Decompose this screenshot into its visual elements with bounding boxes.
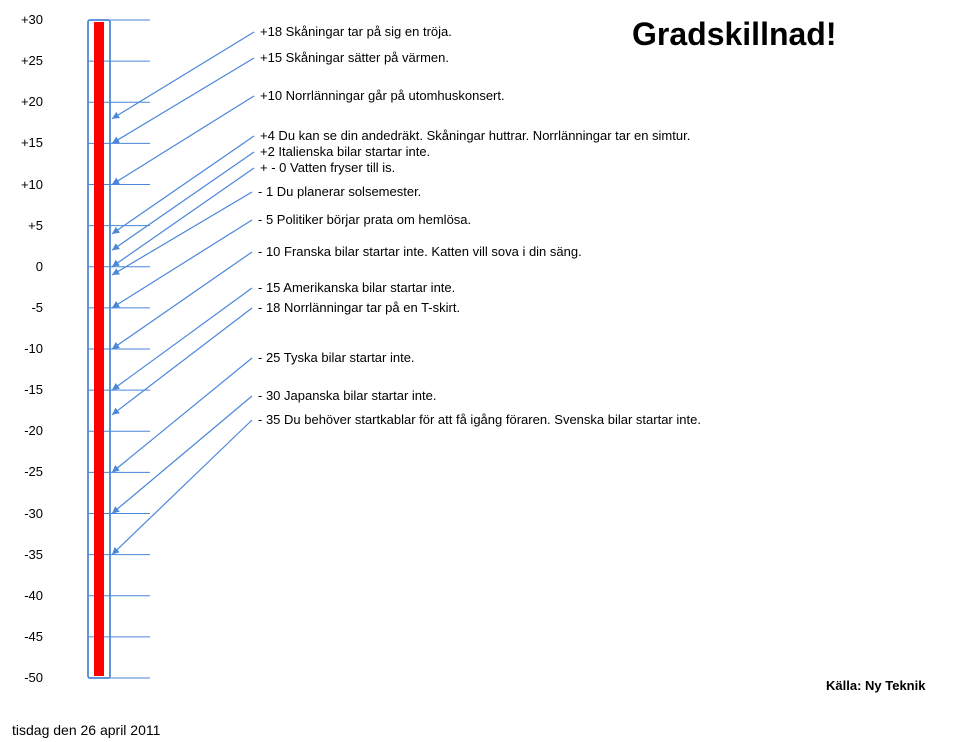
axis-tick-label: +15 (5, 135, 43, 150)
axis-tick-label: -40 (5, 588, 43, 603)
annotation: - 5 Politiker börjar prata om hemlösa. (258, 212, 471, 227)
annotation: +18 Skåningar tar på sig en tröja. (260, 24, 452, 39)
axis-tick-label: +20 (5, 94, 43, 109)
footer-date: tisdag den 26 april 2011 (12, 722, 160, 738)
annotation: - 18 Norrlänningar tar på en T-skirt. (258, 300, 460, 315)
annotation: - 15 Amerikanska bilar startar inte. (258, 280, 455, 295)
axis-tick-label: 0 (5, 259, 43, 274)
axis-tick-label: -35 (5, 547, 43, 562)
thermometer-chart (0, 0, 959, 742)
axis-tick-label: +30 (5, 12, 43, 27)
axis-tick-label: -15 (5, 382, 43, 397)
axis-tick-label: +5 (5, 218, 43, 233)
axis-tick-label: +25 (5, 53, 43, 68)
slide-title: Gradskillnad! (632, 16, 837, 53)
annotation: - 1 Du planerar solsemester. (258, 184, 421, 199)
annotation: - 25 Tyska bilar startar inte. (258, 350, 415, 365)
axis-tick-label: +10 (5, 177, 43, 192)
annotation: +15 Skåningar sätter på värmen. (260, 50, 449, 65)
annotation: +10 Norrlänningar går på utomhuskonsert. (260, 88, 505, 103)
source-label: Källa: Ny Teknik (826, 678, 925, 693)
axis-tick-label: -10 (5, 341, 43, 356)
axis-tick-label: -45 (5, 629, 43, 644)
axis-tick-label: -50 (5, 670, 43, 685)
axis-tick-label: -30 (5, 506, 43, 521)
annotation: +2 Italienska bilar startar inte. (260, 144, 430, 159)
annotation: - 35 Du behöver startkablar för att få i… (258, 412, 701, 427)
annotation: +4 Du kan se din andedräkt. Skåningar hu… (260, 128, 690, 143)
annotation: + - 0 Vatten fryser till is. (260, 160, 395, 175)
axis-tick-label: -25 (5, 464, 43, 479)
annotation: - 30 Japanska bilar startar inte. (258, 388, 436, 403)
annotation: - 10 Franska bilar startar inte. Katten … (258, 244, 582, 259)
axis-tick-label: -5 (5, 300, 43, 315)
axis-tick-label: -20 (5, 423, 43, 438)
